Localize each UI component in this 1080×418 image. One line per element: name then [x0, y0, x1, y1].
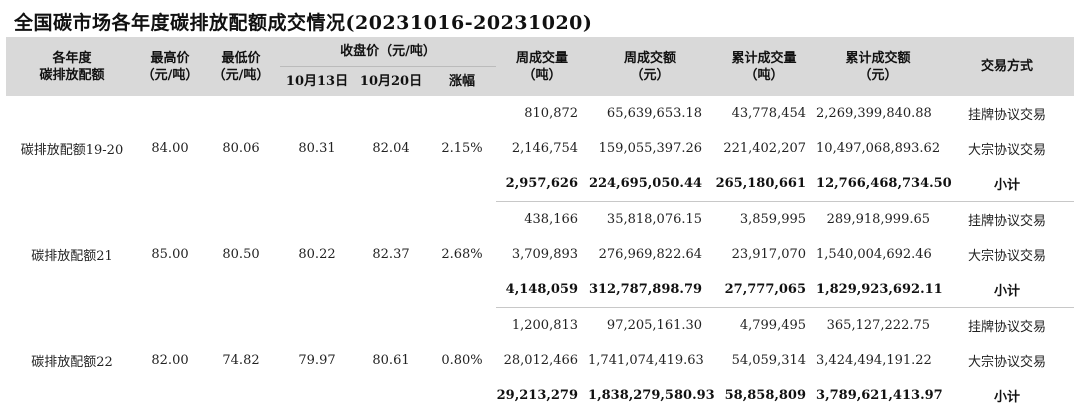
table-row: 碳排放配额21 85.00 80.50 80.22 82.37 2.68% 43…: [6, 202, 1074, 264]
close-oct13: 79.97: [298, 352, 336, 368]
trade-method: 小计: [940, 272, 1075, 308]
cum-volume: 58,858,809: [724, 388, 807, 403]
close-oct13: 80.31: [298, 141, 336, 157]
vintage-name: 碳排放配额22: [31, 354, 113, 370]
week-amount: 1,838,279,580.93: [588, 388, 715, 403]
high-price: 85.00: [151, 247, 189, 262]
close-oct20: 82.37: [372, 247, 410, 262]
header-vintage: 各年度 碳排放配额: [6, 37, 138, 96]
close-oct20: 82.04: [372, 141, 410, 157]
week-volume: 810,872: [524, 106, 579, 121]
week-amount: 35,818,076.15: [606, 212, 703, 227]
trade-method: 小计: [994, 390, 1021, 405]
week-volume: 438,166: [524, 212, 579, 227]
table-row: 碳排放配额19-20 84.00 80.06 80.31 82.04 2.15%…: [6, 96, 1074, 158]
cum-volume: 221,402,207: [723, 141, 807, 156]
header-close-price: 收盘价（元/吨）: [280, 37, 497, 67]
low-price: 80.06: [222, 141, 260, 157]
trade-method: 挂牌协议交易: [968, 214, 1047, 229]
header-low-price: 最低价 （元/吨）: [202, 37, 280, 96]
header-close-oct13: 10月13日: [280, 66, 354, 96]
trade-method: 大宗协议交易: [968, 355, 1047, 370]
table-body: 碳排放配额19-20 84.00 80.06 80.31 82.04 2.15%…: [6, 96, 1075, 413]
week-amount: 224,695,050.44: [588, 166, 713, 202]
week-volume: 1,200,813: [511, 318, 579, 333]
header-high-price: 最高价 （元/吨）: [138, 37, 202, 96]
vintage-name: 碳排放配额21: [31, 249, 113, 264]
header-close-oct20: 10月20日: [354, 66, 428, 96]
week-amount: 1,741,074,419.63: [588, 353, 704, 368]
cum-amount: 3,424,494,191.22: [816, 353, 932, 368]
cum-amount: 2,269,399,840.88: [816, 106, 932, 121]
header-cum-amount: 累计成交额 （元）: [816, 37, 941, 96]
price-change: 2.15%: [441, 141, 483, 157]
close-oct20: 80.61: [372, 352, 410, 368]
cum-amount: 289,918,999.65: [826, 212, 931, 227]
subtotal-row: 2,957,626 224,695,050.44 265,180,661 12,…: [6, 166, 1075, 202]
week-amount: 312,787,898.79: [588, 272, 713, 308]
cum-volume: 4,799,495: [739, 318, 807, 333]
low-price: 80.50: [222, 247, 260, 262]
header-cum-volume: 累计成交量 （吨）: [712, 37, 817, 96]
trade-method: 挂牌协议交易: [968, 108, 1047, 123]
cum-amount: 1,829,923,692.11: [816, 272, 943, 308]
week-amount: 97,205,161.30: [606, 318, 703, 333]
high-price: 84.00: [151, 141, 189, 157]
vintage-name: 碳排放配额19-20: [20, 143, 124, 159]
price-change: 0.80%: [441, 352, 483, 368]
trade-method: 大宗协议交易: [968, 143, 1047, 158]
cum-amount: 3,789,621,413.97: [816, 388, 943, 403]
cum-volume: 43,778,454: [731, 106, 807, 121]
trade-method: 挂牌协议交易: [968, 320, 1047, 335]
table-row: 3,709,893 276,969,822.64 23,917,070 1,54…: [6, 237, 1074, 272]
week-amount: 159,055,397.26: [598, 141, 703, 156]
high-price: 82.00: [151, 352, 189, 368]
cum-amount: 10,497,068,893.62: [816, 141, 941, 156]
cum-amount: 365,127,222.75: [826, 318, 931, 333]
page-title: 全国碳市场各年度碳排放配额成交情况(20231016-20231020): [14, 12, 593, 34]
low-price: 74.82: [222, 352, 260, 368]
week-amount: 65,639,653.18: [606, 106, 703, 121]
cum-volume: 265,180,661: [712, 166, 817, 202]
header-week-amount: 周成交额 （元）: [588, 37, 713, 96]
cum-volume: 23,917,070: [731, 247, 807, 262]
header-week-volume: 周成交量 （吨）: [496, 37, 589, 96]
cum-amount: 12,766,468,734.50: [816, 166, 952, 202]
header-method: 交易方式: [940, 37, 1075, 96]
cum-amount: 1,540,004,692.46: [816, 247, 932, 262]
close-oct13: 80.22: [298, 247, 336, 262]
subtotal-row: 4,148,059 312,787,898.79 27,777,065 1,82…: [6, 272, 1075, 308]
trade-method: 大宗协议交易: [968, 249, 1047, 264]
table-row: 碳排放配额22 82.00 74.82 79.97 80.61 0.80% 1,…: [6, 308, 1074, 370]
header-change: 涨幅: [428, 66, 497, 96]
week-volume: 4,148,059: [496, 272, 589, 308]
table-row: 28,012,466 1,741,074,419.63 54,059,314 3…: [6, 343, 1074, 378]
carbon-trading-table: 各年度 碳排放配额 最高价 （元/吨） 最低价 （元/吨） 收盘价（元/吨） 周成交量…: [6, 37, 1075, 413]
cum-volume: 27,777,065: [712, 272, 817, 308]
week-volume: 2,146,754: [511, 141, 579, 156]
subtotal-row: 29,213,279 1,838,279,580.93 58,858,809 3…: [6, 378, 1074, 413]
week-volume: 29,213,279: [496, 388, 579, 403]
trade-method: 小计: [940, 166, 1075, 202]
week-volume: 3,709,893: [511, 247, 579, 262]
week-volume: 28,012,466: [503, 353, 579, 368]
price-change: 2.68%: [441, 247, 483, 262]
week-volume: 2,957,626: [496, 166, 589, 202]
cum-volume: 3,859,995: [739, 212, 807, 227]
table-header: 各年度 碳排放配额 最高价 （元/吨） 最低价 （元/吨） 收盘价（元/吨） 周成交量…: [6, 37, 1075, 96]
cum-volume: 54,059,314: [731, 353, 807, 368]
week-amount: 276,969,822.64: [598, 247, 703, 262]
table-row: 2,146,754 159,055,397.26 221,402,207 10,…: [6, 131, 1074, 166]
